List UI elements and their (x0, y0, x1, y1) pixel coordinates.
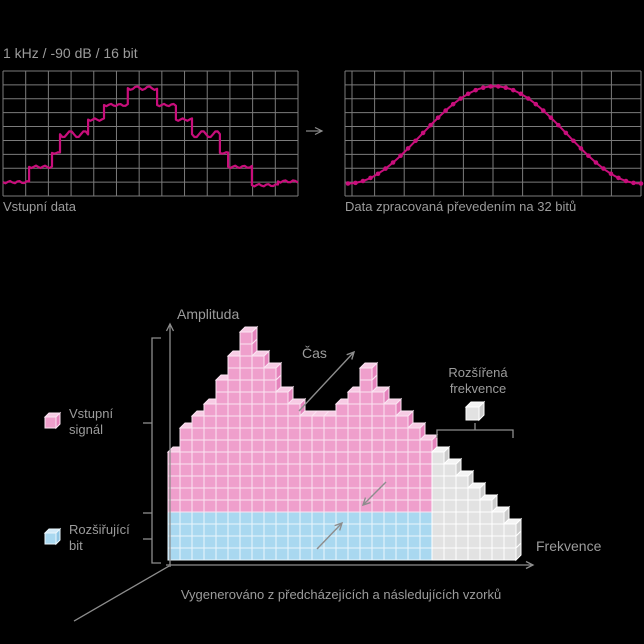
axes-and-brackets (73, 322, 535, 622)
legend-extension-bit-line2: bit (69, 538, 83, 553)
legend-input-signal-line2: signál (69, 422, 103, 437)
output-chart-caption: Data zpracovaná převedením na 32 bitů (345, 199, 577, 214)
legend-extension-bit-line1: Rozšiřující (69, 522, 130, 537)
output-chart (344, 70, 644, 197)
cube-chart (166, 325, 523, 562)
conversion-arrow-icon (306, 126, 324, 136)
legend-item-extension-bit: Rozšiřující bit (69, 522, 130, 554)
time-axis-label: Čas (302, 345, 327, 361)
legend-item-input-signal: Vstupní signál (69, 406, 113, 438)
flow-arrow-icons (298, 350, 387, 550)
input-chart (2, 70, 299, 197)
input-chart-caption: Vstupní data (3, 199, 76, 214)
amplitude-axis-label: Amplituda (177, 306, 240, 322)
legend-input-signal-line1: Vstupní (69, 406, 114, 421)
extended-frequency-line2: frekvence (449, 381, 507, 396)
extended-frequency-label: Rozšířená frekvence (427, 365, 529, 397)
extended-frequency-line1: Rozšířená (448, 365, 508, 380)
cube-chart-caption: Vygenerováno z předcházejících a následu… (180, 587, 502, 602)
frequency-axis-label: Frekvence (536, 538, 602, 554)
legend-cube-icons (43, 400, 486, 546)
signal-spec-title: 1 kHz / -90 dB / 16 bit (3, 45, 138, 61)
